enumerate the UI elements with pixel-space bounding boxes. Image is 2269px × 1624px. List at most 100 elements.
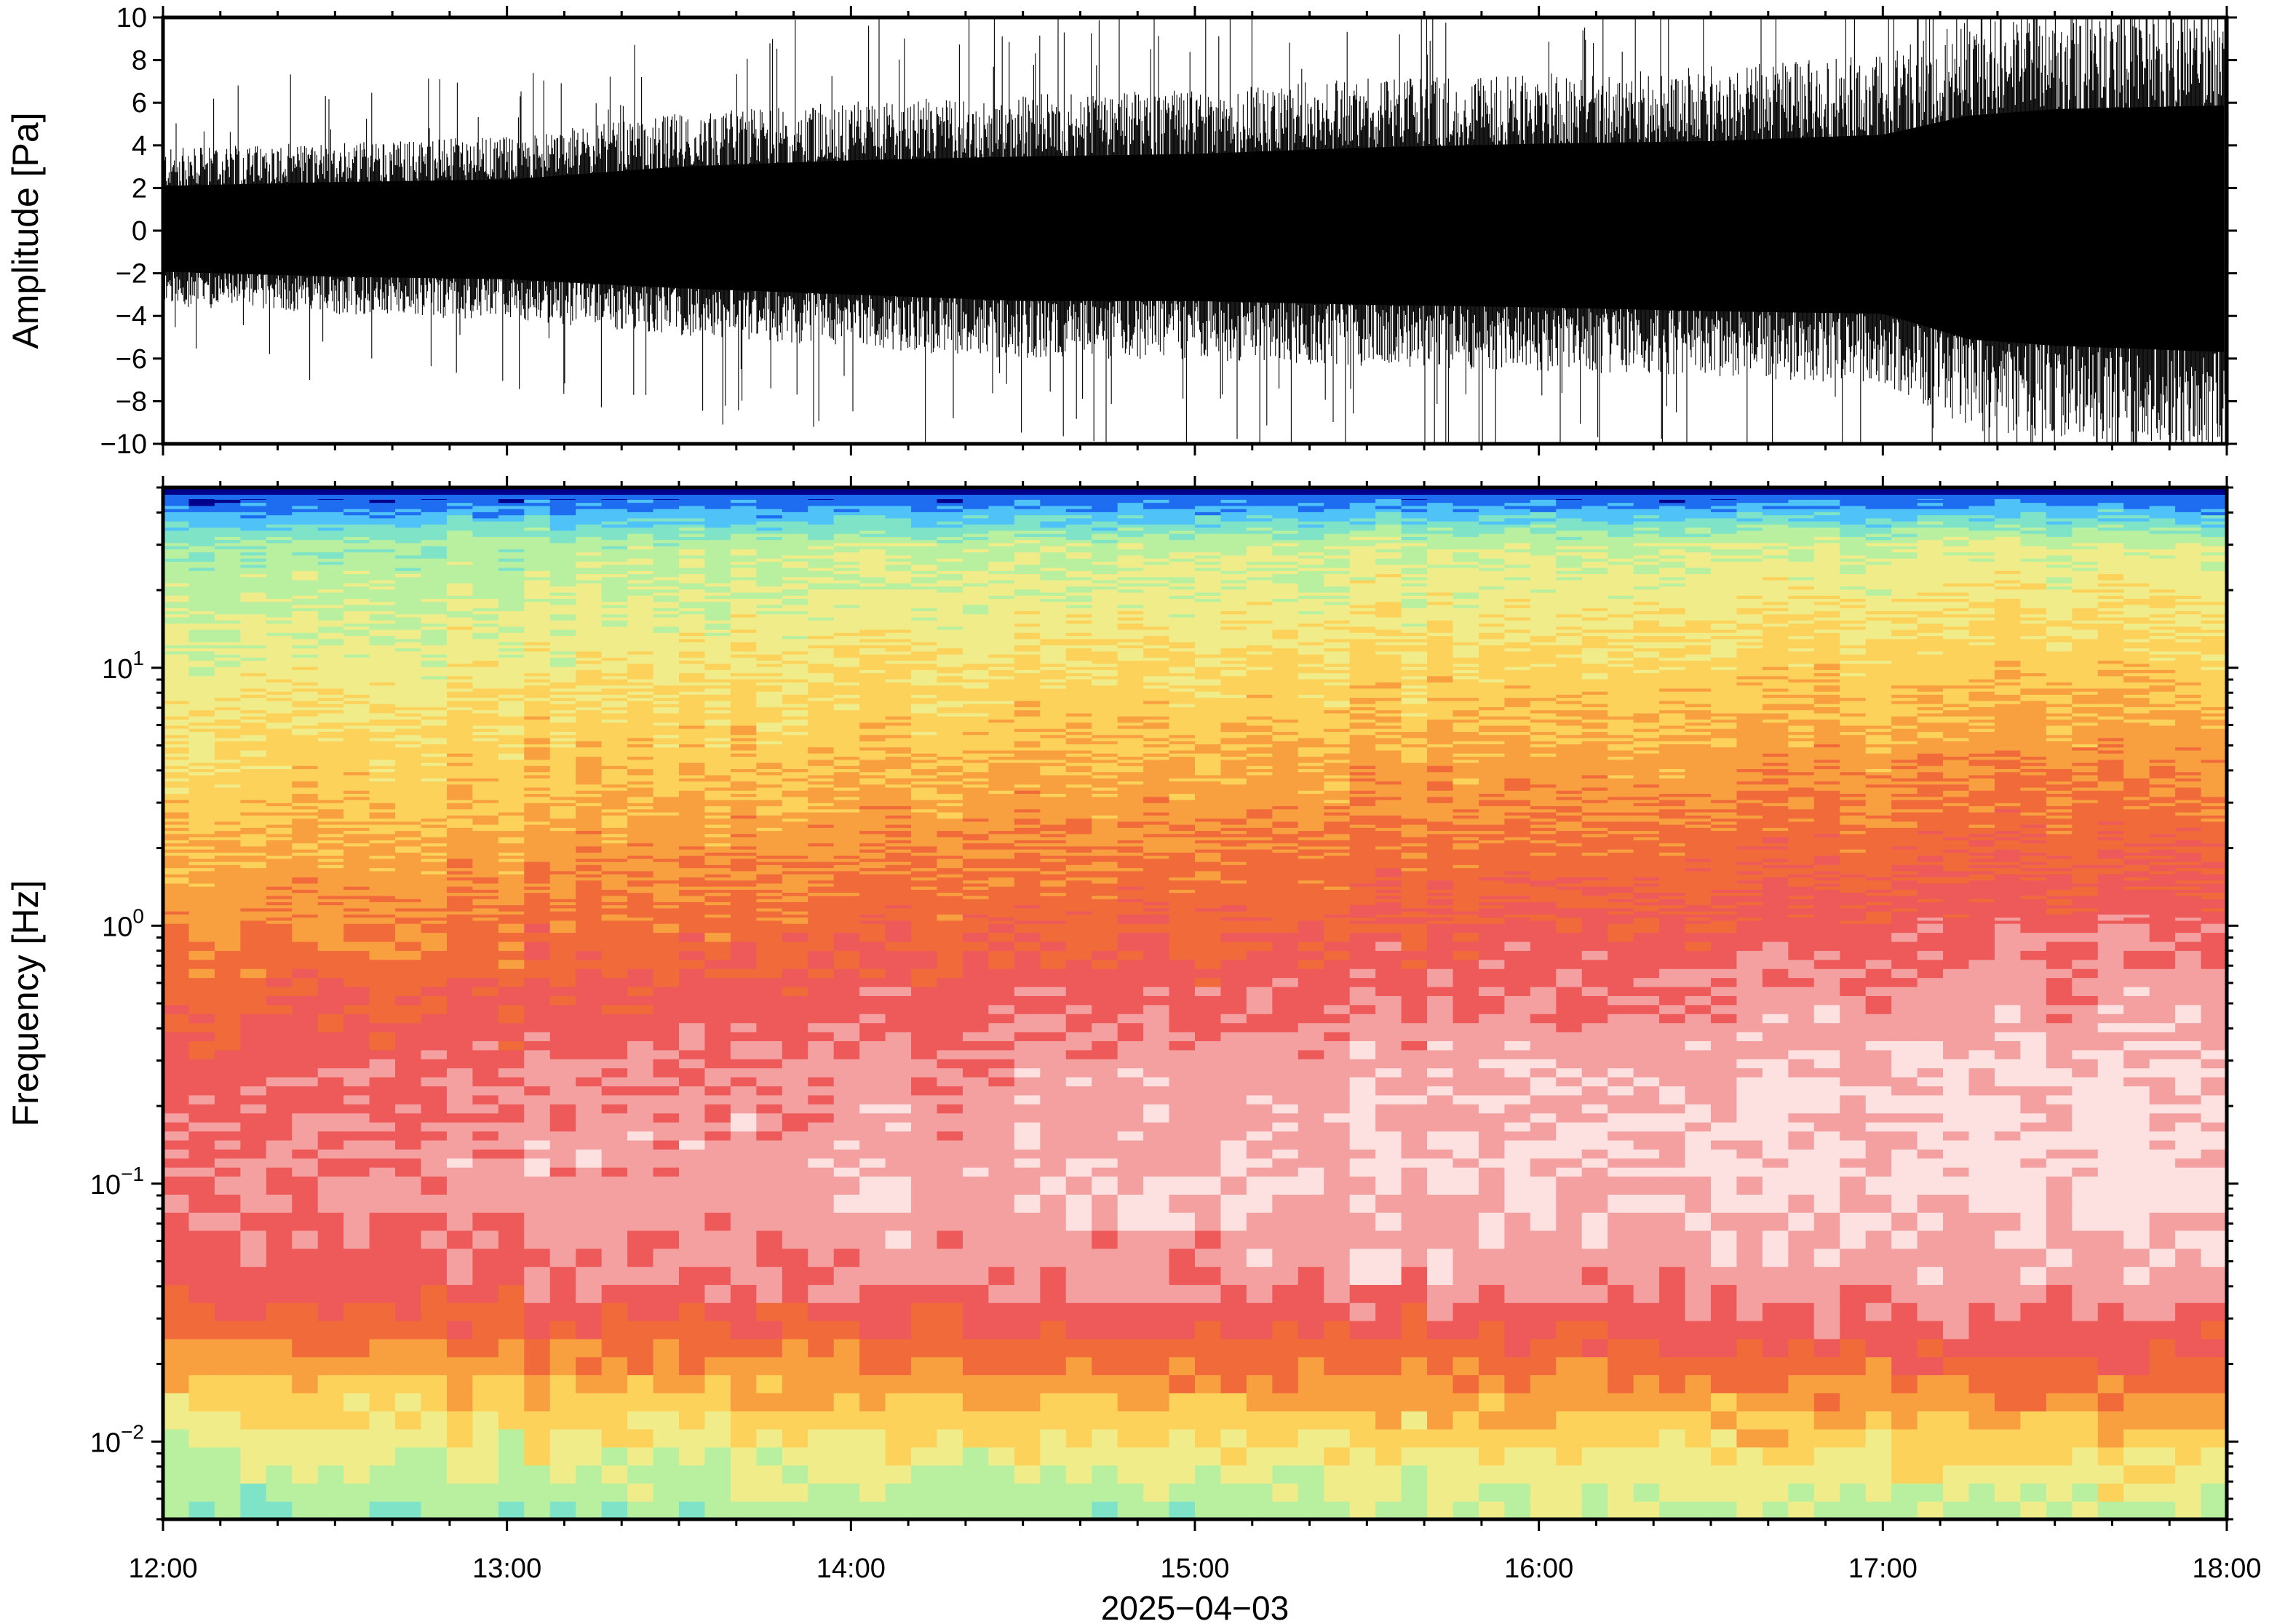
spectrogram-cell	[498, 774, 525, 779]
spectrogram-cell	[472, 790, 499, 795]
spectrogram-cell	[730, 685, 757, 689]
spectrogram-cell	[188, 549, 215, 553]
spectrogram-cell	[395, 762, 422, 766]
spectrogram-cell	[627, 1483, 654, 1502]
spectrogram-cell	[421, 737, 448, 741]
spectrogram-cell	[730, 1167, 757, 1177]
spectrogram-cell	[421, 697, 448, 701]
spectrogram-cell	[524, 660, 551, 664]
spectrogram-cell	[704, 901, 731, 906]
spectrogram-cell	[446, 790, 473, 795]
spectrogram-cell	[343, 669, 370, 674]
spectrogram-cell	[214, 833, 241, 837]
spectrogram-cell	[524, 564, 551, 568]
spectrogram-cell	[472, 995, 499, 1006]
spectrogram-cell	[679, 645, 706, 649]
spectrogram-cell	[446, 576, 473, 581]
spectrogram-cell	[317, 1374, 344, 1393]
spectrogram-cell	[808, 641, 835, 645]
spectrogram-cell	[549, 645, 576, 649]
spectrogram-cell	[421, 1338, 448, 1358]
spectrogram-cell	[292, 685, 319, 689]
spectrogram-cell	[524, 805, 551, 810]
spectrogram-cell	[292, 712, 319, 717]
spectrogram-cell	[446, 1465, 473, 1484]
spectrogram-cell	[808, 530, 835, 534]
spectrogram-cell	[292, 697, 319, 701]
spectrogram-cell	[627, 899, 654, 902]
spectrogram-cell	[704, 641, 731, 645]
spectrogram-cell	[292, 968, 319, 979]
spectrogram-cell	[343, 564, 370, 568]
spectrogram-cell	[214, 629, 241, 633]
spectrogram-cell	[446, 1122, 473, 1132]
spectrogram-cell	[317, 1248, 344, 1267]
spectrogram-cell	[446, 867, 473, 872]
spectrogram-cell	[808, 805, 835, 810]
spectrogram-cell	[214, 895, 241, 899]
spectrogram-cell	[369, 1049, 396, 1059]
spectrogram-cell	[343, 1212, 370, 1231]
spectrogram-cell	[782, 530, 808, 534]
spectrogram-cell	[576, 864, 603, 869]
spectrogram-cell	[679, 1077, 706, 1087]
spectrogram-cell	[266, 601, 293, 605]
spectrogram-cell	[730, 793, 757, 797]
spectrogram-cell	[576, 843, 603, 847]
spectrogram-cell	[782, 771, 808, 776]
spectrogram-cell	[369, 564, 396, 568]
spectrogram-cell	[601, 747, 628, 751]
spectrogram-cell	[524, 616, 551, 621]
spectrogram-cell	[163, 950, 190, 960]
spectrogram-cell	[395, 877, 422, 881]
spectrogram-cell	[472, 530, 499, 534]
spectrogram-cell	[782, 759, 808, 763]
spectrogram-cell	[679, 1049, 706, 1059]
spectrogram-cell	[472, 521, 499, 525]
spectrogram-cell	[188, 567, 215, 571]
spectrogram-cell	[653, 712, 680, 717]
spectrogram-cell	[730, 530, 757, 534]
spectrogram-cell	[472, 1167, 499, 1177]
spectrogram-cell	[730, 917, 757, 921]
spectrogram-cell	[576, 811, 603, 816]
spectrogram-cell	[421, 527, 448, 531]
spectrogram-cell	[730, 502, 757, 506]
spectrogram-cell	[653, 728, 680, 732]
spectrogram-cell	[576, 660, 603, 664]
spectrogram-cell	[704, 1004, 731, 1014]
spectrogram-cell	[627, 768, 654, 773]
spectrogram-cell	[808, 855, 835, 859]
spectrogram-cell	[549, 1059, 576, 1069]
spectrogram-cell	[472, 688, 499, 692]
spectrogram-cell	[421, 904, 448, 909]
spectrogram-cell	[266, 648, 293, 652]
spectrogram-cell	[266, 793, 293, 797]
spectrogram-cell	[188, 744, 215, 748]
spectrogram-cell	[163, 1086, 190, 1096]
spectrogram-cell	[576, 558, 603, 562]
spectrogram-cell	[188, 654, 215, 658]
spectrogram-cell	[524, 765, 551, 769]
spectrogram-cell	[317, 827, 344, 832]
spectrogram-cell	[421, 744, 448, 748]
spectrogram-cell	[292, 1031, 319, 1041]
spectrogram-cell	[163, 620, 190, 624]
spectrogram-cell	[549, 719, 576, 723]
spectrogram-cell	[782, 907, 808, 912]
spectrogram-cell	[601, 660, 628, 664]
spectrogram-cell	[524, 712, 551, 717]
spectrogram-cell	[472, 883, 499, 887]
spectrogram-cell	[343, 666, 370, 670]
spectrogram-cell	[498, 517, 525, 522]
spectrogram-cell	[679, 774, 706, 779]
spectrogram-cell	[214, 864, 241, 869]
spectrogram-cell	[266, 722, 293, 726]
spectrogram-cell	[369, 1004, 396, 1014]
spectrogram-cell	[446, 533, 473, 537]
spectrogram-cell	[730, 1465, 757, 1484]
spectrogram-cell	[292, 1321, 319, 1340]
spectrogram-cell	[549, 855, 576, 859]
spectrogram-cell	[446, 632, 473, 637]
spectrogram-cell	[808, 650, 835, 655]
